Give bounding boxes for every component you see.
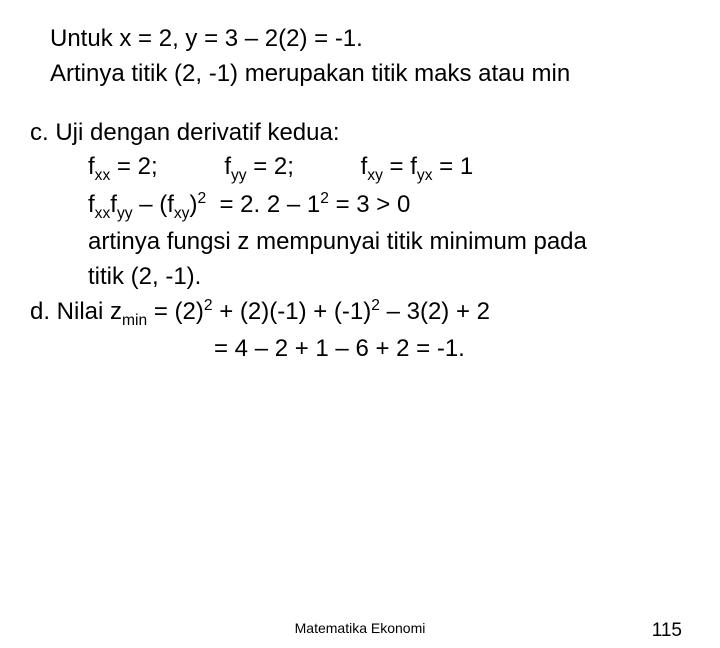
superscript: 2	[204, 297, 213, 314]
text-line: Artinya titik (2, -1) merupakan titik ma…	[30, 57, 690, 92]
text: f	[88, 153, 95, 180]
text-line: = 4 – 2 + 1 – 6 + 2 = -1.	[30, 332, 690, 367]
text-line: artinya fungsi z mempunyai titik minimum…	[30, 225, 690, 260]
superscript: 2	[371, 297, 380, 314]
text-line: c. Uji dengan derivatif kedua:	[30, 116, 690, 151]
text-line: titik (2, -1).	[30, 260, 690, 295]
slide-content: Untuk x = 2, y = 3 – 2(2) = -1. Artinya …	[0, 0, 720, 367]
text: = 2; f	[247, 153, 368, 180]
text-line: d. Nilai zmin = (2)2 + (2)(-1) + (-1)2 –…	[30, 295, 690, 332]
subscript: yx	[417, 167, 433, 184]
text: – (f	[133, 191, 174, 218]
page-number: 115	[652, 620, 682, 642]
subscript: xx	[95, 205, 111, 222]
text: = (2)	[147, 298, 204, 325]
text: = 2. 2 – 1	[206, 191, 320, 218]
text: d. Nilai z	[30, 298, 122, 325]
text-line: Untuk x = 2, y = 3 – 2(2) = -1.	[30, 22, 690, 57]
superscript: 2	[197, 190, 206, 207]
text: f	[110, 191, 117, 218]
text: = 2; f	[110, 153, 231, 180]
text: = 1	[433, 153, 474, 180]
text: f	[88, 191, 95, 218]
subscript: yy	[117, 205, 133, 222]
superscript: 2	[320, 190, 329, 207]
subscript: xy	[367, 167, 383, 184]
text-line: fxxfyy – (fxy)2 = 2. 2 – 12 = 3 > 0	[30, 188, 690, 225]
text: = 3 > 0	[329, 191, 410, 218]
subscript: xx	[95, 167, 111, 184]
text: – 3(2) + 2	[380, 298, 490, 325]
text-line: fxx = 2; fyy = 2; fxy = fyx = 1	[30, 150, 690, 187]
subscript: xy	[174, 205, 190, 222]
subscript: yy	[231, 167, 247, 184]
subscript: min	[122, 312, 147, 329]
spacer	[30, 92, 690, 116]
text: = f	[383, 153, 417, 180]
footer-title: Matematika Ekonomi	[0, 620, 720, 636]
text: + (2)(-1) + (-1)	[213, 298, 372, 325]
